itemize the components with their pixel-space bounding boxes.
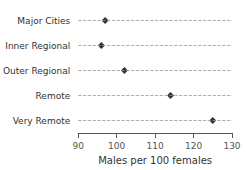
- svg-text:Outer Regional: Outer Regional: [3, 66, 70, 76]
- svg-text:90: 90: [73, 141, 85, 151]
- svg-text:Very Remote: Very Remote: [13, 116, 71, 126]
- svg-text:Remote: Remote: [36, 91, 71, 101]
- svg-text:130: 130: [223, 141, 240, 151]
- svg-text:110: 110: [147, 141, 164, 151]
- svg-text:120: 120: [185, 141, 202, 151]
- svg-text:Males per 100 females: Males per 100 females: [98, 155, 212, 166]
- svg-text:100: 100: [108, 141, 125, 151]
- svg-text:Inner Regional: Inner Regional: [5, 41, 70, 51]
- svg-text:Major Cities: Major Cities: [17, 16, 70, 26]
